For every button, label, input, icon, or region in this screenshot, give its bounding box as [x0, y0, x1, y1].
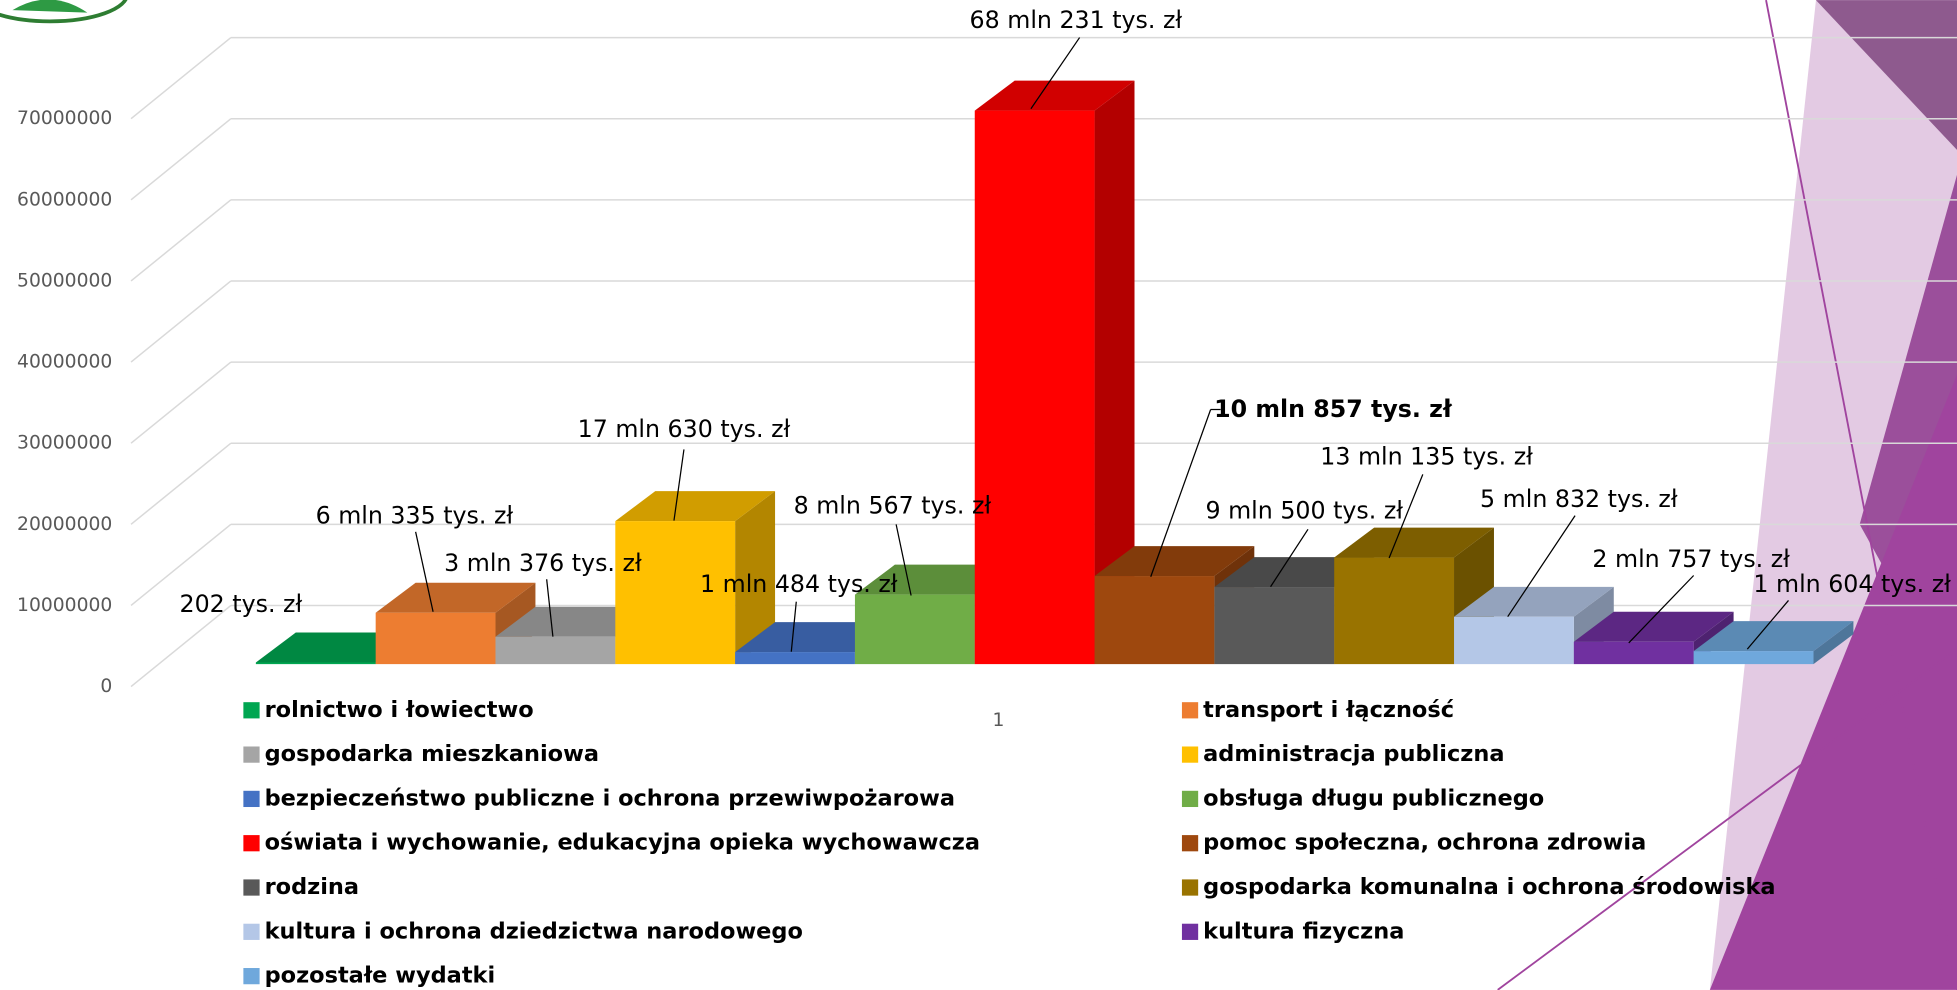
leader-line	[546, 579, 554, 637]
value-label: 68 mln 231 tys. zł	[970, 6, 1183, 34]
leader-line	[415, 531, 434, 612]
legend-label: gospodarka mieszkaniowa	[265, 741, 599, 767]
leader-line	[790, 601, 797, 652]
bar	[615, 521, 736, 665]
value-label: 6 mln 335 tys. zł	[316, 501, 514, 529]
value-label: 2 mln 757 tys. zł	[1592, 545, 1790, 573]
grid-line-diagonal	[130, 442, 232, 525]
bar	[495, 636, 616, 665]
legend-label: obsługa długu publicznego	[1203, 785, 1544, 811]
legend-swatch	[1181, 746, 1199, 763]
y-tick-label: 30000000	[17, 433, 112, 454]
value-label: 5 mln 832 tys. zł	[1480, 485, 1678, 513]
bar-side	[1813, 621, 1854, 665]
legend-label: bezpieczeństwo publiczne i ochrona przew…	[265, 785, 955, 811]
y-tick-label: 0	[100, 676, 112, 697]
bar-top	[615, 491, 776, 522]
value-label: 10 mln 857 tys. zł	[1214, 395, 1453, 423]
legend-label: pomoc społeczna, ochrona zdrowia	[1203, 830, 1646, 856]
bar	[1214, 587, 1335, 665]
legend-label: kultura fizyczna	[1203, 918, 1404, 944]
leader-line	[1746, 600, 1789, 650]
legend-swatch	[1181, 702, 1199, 719]
bar-top	[1334, 527, 1494, 558]
value-label: 1 mln 484 tys. zł	[700, 570, 898, 598]
value-label: 202 tys. zł	[180, 590, 303, 618]
legend-swatch	[243, 923, 260, 940]
leader-line	[1628, 575, 1695, 644]
bar	[375, 612, 496, 665]
grid-line-diagonal	[130, 523, 232, 607]
bar-top	[375, 582, 536, 613]
value-label: 13 mln 135 tys. zł	[1320, 443, 1533, 471]
plot-area: 0 10000000 20000000 30000000 40000000 5000000…	[17, 6, 1957, 989]
bar-top	[974, 80, 1135, 111]
bar	[1693, 651, 1814, 665]
y-tick-label: 20000000	[17, 514, 112, 535]
grid-line-diagonal	[130, 280, 232, 363]
grid-line-diagonal	[130, 118, 232, 201]
y-tick-label: 10000000	[17, 595, 112, 616]
legend-label: administracja publiczna	[1203, 741, 1504, 767]
legend-label: pozostałe wydatki	[265, 963, 496, 989]
legend-swatch	[1181, 923, 1199, 940]
bar-top	[1573, 611, 1734, 642]
x-tick-label: 1	[993, 710, 1005, 731]
bar	[735, 652, 855, 665]
legend-label: gospodarka komunalna i ochrona środowisk…	[1203, 874, 1775, 900]
bar	[974, 110, 1095, 665]
grid-line-diagonal	[130, 36, 232, 120]
legend-label: oświata i wychowanie, edukacyjna opieka …	[265, 830, 980, 856]
legend-swatch	[1181, 879, 1199, 896]
bar-side	[735, 491, 776, 665]
legend-swatch	[1181, 790, 1199, 808]
value-label: 1 mln 604 tys. zł	[1753, 570, 1951, 598]
legend-swatch	[1181, 835, 1199, 852]
legend-label: rodzina	[265, 874, 359, 900]
bar	[255, 662, 376, 665]
leader-line	[1030, 37, 1081, 110]
leader-line	[1388, 474, 1424, 559]
leader-line	[1507, 515, 1576, 618]
legend-swatch	[243, 879, 260, 896]
legend-label: kultura i ochrona dziedzictwa narodowego	[265, 918, 803, 944]
y-tick-label: 40000000	[17, 352, 112, 373]
y-tick-label: 50000000	[17, 270, 112, 291]
bar	[1094, 576, 1215, 665]
value-label: 8 mln 567 tys. zł	[794, 491, 992, 519]
value-label: 9 mln 500 tys. zł	[1205, 496, 1403, 524]
y-tick-label: 70000000	[17, 108, 112, 129]
grid-line-diagonal	[130, 199, 232, 282]
leader-line	[673, 449, 685, 521]
bar	[1573, 641, 1694, 665]
bar-top	[1094, 546, 1255, 577]
legend-swatch	[243, 746, 260, 763]
bar-top	[1693, 621, 1854, 652]
legend-swatch	[243, 968, 260, 985]
grid-line-diagonal	[130, 361, 232, 444]
legend-swatch	[243, 790, 260, 808]
grid-line-diagonal	[130, 604, 232, 688]
bar-side	[1094, 80, 1135, 665]
legend-swatch	[243, 835, 260, 852]
value-label: 3 mln 376 tys. zł	[444, 549, 642, 577]
leader-line	[895, 524, 912, 596]
bar	[1454, 616, 1574, 665]
y-tick-label: 60000000	[17, 189, 112, 210]
bar	[854, 594, 975, 665]
legend-label: rolnictwo i łowiectwo	[265, 697, 534, 723]
value-label: 17 mln 630 tys. zł	[578, 415, 791, 443]
legend-swatch	[243, 702, 260, 719]
leader-line	[1270, 528, 1309, 588]
bar-top	[1454, 586, 1614, 617]
bar	[1334, 557, 1455, 665]
legend-label: transport i łączność	[1203, 697, 1454, 723]
leader-line	[1150, 409, 1212, 577]
